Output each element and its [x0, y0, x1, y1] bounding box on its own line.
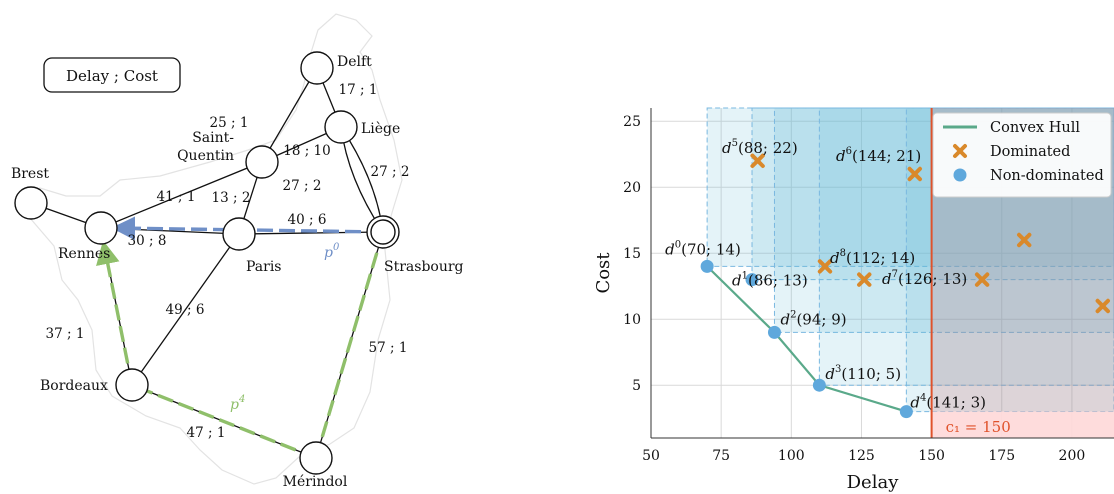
non-dominated-point-d3	[812, 378, 826, 392]
network-diagram: Delft Liège Saint-Quentin Brest Rennes Paris S…	[11, 13, 464, 490]
node-label-saintquentin: Saint-Quentin	[177, 130, 234, 164]
edge-label: 40 ; 6	[288, 212, 327, 228]
node-brest	[14, 186, 48, 220]
x-tick-label: 75	[712, 448, 730, 464]
y-tick-label: 20	[623, 180, 641, 196]
chart-legend-box	[932, 112, 1112, 198]
pareto-chart: c₁ = 150 d0(70; 14) d1(86; 13) d2(94; 9) d3…	[593, 107, 1114, 493]
point-label-d5: d5(88; 22)	[722, 138, 798, 157]
dominated-point	[857, 272, 872, 287]
path-p4-line	[96, 240, 317, 460]
node-label-brest: Brest	[11, 166, 49, 182]
node-merindol	[299, 441, 333, 475]
edge-label: 27 ; 2	[371, 164, 410, 180]
edge-label: 57 ; 1	[369, 340, 408, 356]
edge-label: 30 ; 8	[128, 233, 167, 249]
legend-dominated-swatch	[953, 144, 967, 158]
dominated-point	[1095, 298, 1110, 314]
point-label-d3: d3(110; 5)	[825, 364, 901, 383]
x-tick-label: 50	[642, 448, 660, 464]
node-strasbourg-inner-ring	[370, 219, 396, 245]
y-tick-label: 25	[623, 114, 641, 130]
node-label-rennes: Rennes	[58, 246, 110, 262]
x-tick-label: 200	[1059, 448, 1086, 464]
point-label-d6: d6(144; 21)	[836, 146, 921, 165]
non-dominated-point-d2	[767, 325, 781, 339]
point-label-d4: d4(141; 3)	[910, 393, 986, 412]
node-label-strasbourg: Strasbourg	[384, 259, 464, 275]
x-tick-label: 100	[778, 448, 805, 464]
node-label-liege: Liège	[361, 121, 400, 137]
edge-delft-saintquentin	[261, 67, 318, 163]
edge-label: 47 ; 1	[187, 425, 226, 441]
dominated-point-d7	[974, 272, 990, 287]
path-p4-line	[314, 231, 385, 459]
edge-label: 41 ; 1	[157, 189, 196, 205]
x-axis-label: Delay	[847, 472, 900, 493]
legend-non-dominated-swatch	[953, 168, 967, 182]
x-tick-label: 175	[988, 448, 1015, 464]
constraint-label: c₁ = 150	[946, 418, 1011, 436]
edge-paris-bordeaux	[131, 233, 240, 386]
point-label-d0: d0(70; 14)	[665, 239, 741, 258]
edge-label: 37 ; 1	[46, 326, 85, 342]
node-strasbourg	[366, 215, 400, 249]
node-bordeaux	[115, 368, 149, 402]
node-paris	[222, 217, 256, 251]
y-tick-label: 10	[623, 312, 641, 328]
path-label-p0: p0	[324, 242, 340, 261]
dominated-point-d5	[750, 153, 765, 168]
edge-label: 25 ; 1	[210, 115, 249, 131]
edge-label: 27 ; 2	[283, 178, 322, 194]
delay-cost-legend-text: Delay ; Cost	[66, 67, 158, 85]
node-delft	[300, 51, 334, 85]
y-tick-label: 15	[623, 246, 641, 262]
edge-label: 17 ; 1	[339, 82, 378, 98]
convex-hull-line	[706, 265, 907, 413]
node-saintquentin	[245, 145, 279, 179]
x-tick-label: 150	[918, 448, 945, 464]
point-label-d7: d7(126; 13)	[882, 269, 967, 288]
dominated-point-d8	[817, 259, 833, 274]
non-dominated-point-d4	[899, 405, 913, 419]
y-tick-label: 5	[632, 378, 641, 394]
node-label-bordeaux: Bordeaux	[40, 378, 108, 394]
x-tick-label: 125	[848, 448, 875, 464]
y-axis-label: Cost	[593, 252, 614, 294]
constraint-band	[931, 411, 1114, 438]
legend-entry-label: Non-dominated	[990, 168, 1104, 184]
node-label-paris: Paris	[246, 259, 282, 275]
dominated-point-d6	[907, 166, 922, 182]
edge-label: 18 ; 10	[283, 143, 331, 159]
non-dominated-point-d1	[745, 273, 759, 287]
node-rennes	[84, 211, 118, 245]
node-label-merindol: Mérindol	[283, 474, 348, 490]
dominated-point	[1017, 232, 1032, 248]
legend-entry-label: Dominated	[990, 144, 1070, 160]
edge-label: 49 ; 6	[166, 302, 205, 318]
edge-label: 13 ; 2	[212, 190, 251, 206]
legend-entry-label: Convex Hull	[990, 120, 1080, 136]
non-dominated-point-d0	[700, 259, 714, 273]
map-outline	[17, 13, 403, 485]
node-label-delft: Delft	[337, 54, 372, 70]
delay-cost-legend-box	[43, 57, 181, 93]
path-label-p4: p4	[230, 394, 245, 413]
point-label-d8: d8(112; 14)	[830, 248, 915, 267]
point-label-d1: d1(86; 13)	[732, 271, 808, 290]
point-label-d2: d2(94; 9)	[780, 309, 846, 328]
node-liege	[324, 110, 358, 144]
